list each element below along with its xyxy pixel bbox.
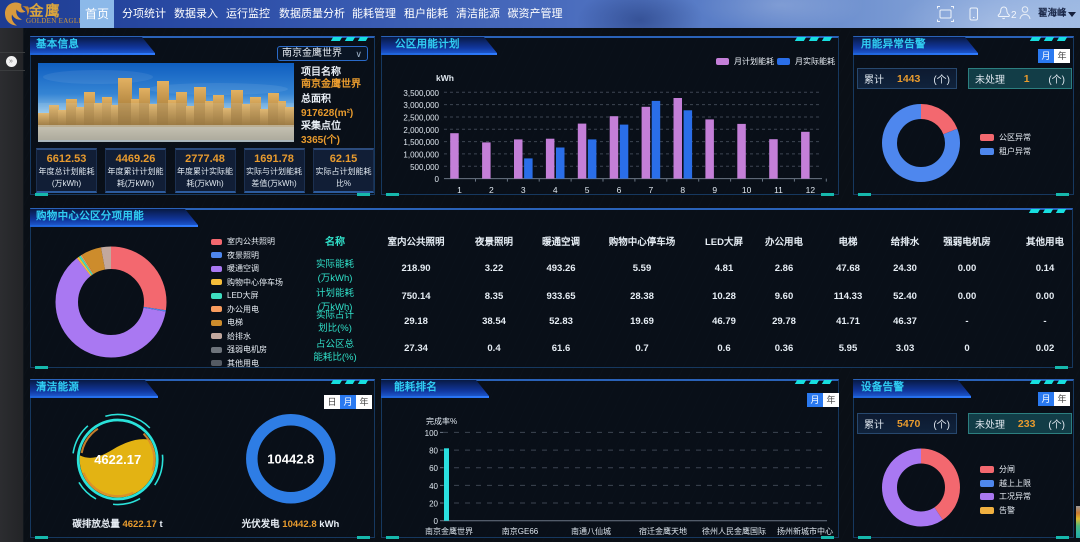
svg-text:徐州人民金鹰国际: 徐州人民金鹰国际: [702, 526, 766, 536]
svg-text:0: 0: [434, 517, 439, 526]
svg-text:12: 12: [806, 185, 816, 195]
svg-text:南京GE66: 南京GE66: [502, 526, 539, 536]
svg-text:10: 10: [742, 185, 752, 195]
svg-text:kWh: kWh: [436, 73, 454, 83]
svg-text:500,000: 500,000: [410, 163, 439, 172]
svg-text:11: 11: [774, 185, 783, 195]
svg-text:8: 8: [680, 185, 685, 195]
svg-text:5: 5: [585, 185, 590, 195]
svg-text:1: 1: [457, 185, 462, 195]
svg-text:完成率%: 完成率%: [426, 416, 457, 426]
svg-text:2,500,000: 2,500,000: [403, 114, 439, 123]
svg-text:60: 60: [429, 464, 438, 473]
svg-text:1,500,000: 1,500,000: [403, 138, 439, 147]
svg-text:3: 3: [521, 185, 526, 195]
svg-text:南通八仙城: 南通八仙城: [571, 526, 611, 536]
svg-text:3,500,000: 3,500,000: [403, 89, 439, 98]
svg-text:2: 2: [1011, 10, 1017, 21]
svg-text:9: 9: [712, 185, 717, 195]
svg-text:3,000,000: 3,000,000: [403, 101, 439, 110]
svg-text:10442.8: 10442.8: [267, 452, 314, 467]
svg-text:7: 7: [649, 185, 654, 195]
svg-text:宿迁金鹰天地: 宿迁金鹰天地: [639, 526, 687, 536]
svg-text:2,000,000: 2,000,000: [403, 126, 439, 135]
svg-text:1,000,000: 1,000,000: [403, 150, 439, 159]
svg-text:4: 4: [553, 185, 558, 195]
svg-text:6: 6: [617, 185, 622, 195]
svg-text:4622.17: 4622.17: [94, 452, 141, 467]
svg-text:2: 2: [489, 185, 494, 195]
svg-text:0: 0: [435, 175, 440, 184]
svg-text:100: 100: [425, 429, 439, 438]
svg-text:扬州新城市中心: 扬州新城市中心: [777, 526, 833, 536]
svg-text:40: 40: [429, 482, 438, 491]
svg-text:80: 80: [429, 447, 438, 456]
svg-text:20: 20: [429, 500, 438, 509]
svg-text:南京金鹰世界: 南京金鹰世界: [425, 526, 473, 536]
